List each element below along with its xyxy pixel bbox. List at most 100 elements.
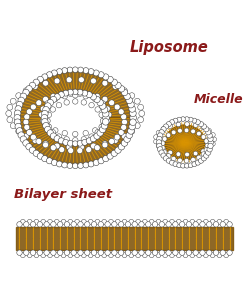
- Circle shape: [51, 70, 57, 76]
- Circle shape: [166, 222, 171, 227]
- Circle shape: [50, 145, 56, 151]
- Circle shape: [54, 78, 60, 84]
- Circle shape: [212, 137, 216, 142]
- Circle shape: [14, 119, 21, 126]
- Circle shape: [72, 92, 78, 98]
- Circle shape: [106, 112, 112, 117]
- Circle shape: [126, 132, 132, 138]
- Circle shape: [92, 96, 98, 102]
- Circle shape: [36, 100, 42, 106]
- Circle shape: [58, 222, 63, 227]
- Circle shape: [118, 222, 124, 227]
- Circle shape: [122, 88, 127, 94]
- Circle shape: [51, 222, 56, 227]
- Circle shape: [115, 147, 121, 153]
- Circle shape: [203, 220, 208, 224]
- Circle shape: [47, 99, 54, 106]
- Circle shape: [63, 139, 69, 145]
- Circle shape: [66, 144, 72, 150]
- Circle shape: [208, 136, 213, 142]
- Circle shape: [72, 163, 78, 169]
- Circle shape: [95, 253, 100, 258]
- Circle shape: [111, 150, 117, 157]
- Circle shape: [161, 126, 166, 132]
- Circle shape: [43, 122, 49, 129]
- Circle shape: [48, 220, 52, 224]
- Circle shape: [62, 94, 68, 99]
- Circle shape: [207, 146, 212, 150]
- Circle shape: [72, 67, 78, 72]
- Circle shape: [77, 148, 83, 154]
- Circle shape: [95, 220, 100, 224]
- Circle shape: [136, 253, 140, 258]
- Circle shape: [130, 119, 136, 126]
- Circle shape: [210, 142, 215, 146]
- Circle shape: [46, 72, 52, 78]
- Circle shape: [166, 122, 171, 127]
- Circle shape: [42, 74, 48, 80]
- Circle shape: [94, 94, 100, 99]
- Circle shape: [208, 140, 214, 145]
- Circle shape: [20, 220, 25, 224]
- Circle shape: [98, 250, 103, 255]
- Circle shape: [82, 139, 88, 145]
- Circle shape: [161, 147, 166, 152]
- Circle shape: [186, 222, 192, 227]
- Circle shape: [184, 163, 189, 168]
- Circle shape: [191, 129, 196, 134]
- Circle shape: [129, 93, 135, 99]
- Circle shape: [178, 128, 182, 133]
- Circle shape: [90, 78, 96, 84]
- Circle shape: [103, 156, 109, 162]
- Circle shape: [108, 253, 114, 258]
- Circle shape: [37, 222, 43, 227]
- Circle shape: [50, 130, 56, 135]
- Circle shape: [125, 250, 131, 255]
- Circle shape: [176, 220, 181, 224]
- Circle shape: [139, 111, 145, 116]
- Circle shape: [82, 253, 86, 258]
- Circle shape: [118, 143, 125, 150]
- Circle shape: [115, 82, 121, 89]
- Circle shape: [23, 88, 29, 94]
- Circle shape: [108, 220, 114, 224]
- Circle shape: [195, 120, 200, 125]
- Circle shape: [84, 222, 90, 227]
- Circle shape: [24, 114, 30, 120]
- Circle shape: [122, 119, 128, 125]
- Circle shape: [196, 220, 202, 224]
- Circle shape: [173, 162, 178, 167]
- Circle shape: [138, 104, 143, 110]
- Circle shape: [200, 250, 205, 255]
- Circle shape: [45, 118, 50, 124]
- Circle shape: [204, 139, 209, 143]
- Circle shape: [14, 115, 21, 121]
- Circle shape: [94, 133, 100, 139]
- Circle shape: [45, 101, 51, 106]
- Circle shape: [71, 222, 76, 227]
- Circle shape: [51, 250, 56, 255]
- Circle shape: [42, 156, 48, 162]
- Circle shape: [118, 109, 124, 115]
- Circle shape: [50, 107, 56, 112]
- Circle shape: [227, 250, 232, 255]
- Circle shape: [170, 120, 174, 125]
- Circle shape: [207, 147, 212, 152]
- Circle shape: [32, 84, 38, 89]
- Circle shape: [121, 89, 128, 96]
- Circle shape: [203, 253, 208, 258]
- Circle shape: [15, 123, 22, 130]
- Circle shape: [139, 222, 144, 227]
- Circle shape: [58, 92, 64, 98]
- Circle shape: [14, 110, 21, 117]
- Circle shape: [184, 158, 189, 163]
- Circle shape: [78, 222, 83, 227]
- Circle shape: [129, 123, 136, 130]
- Circle shape: [100, 126, 106, 133]
- Circle shape: [152, 250, 158, 255]
- Circle shape: [160, 141, 165, 146]
- Circle shape: [86, 147, 92, 153]
- Circle shape: [122, 253, 127, 258]
- Circle shape: [118, 86, 125, 92]
- Circle shape: [68, 253, 73, 258]
